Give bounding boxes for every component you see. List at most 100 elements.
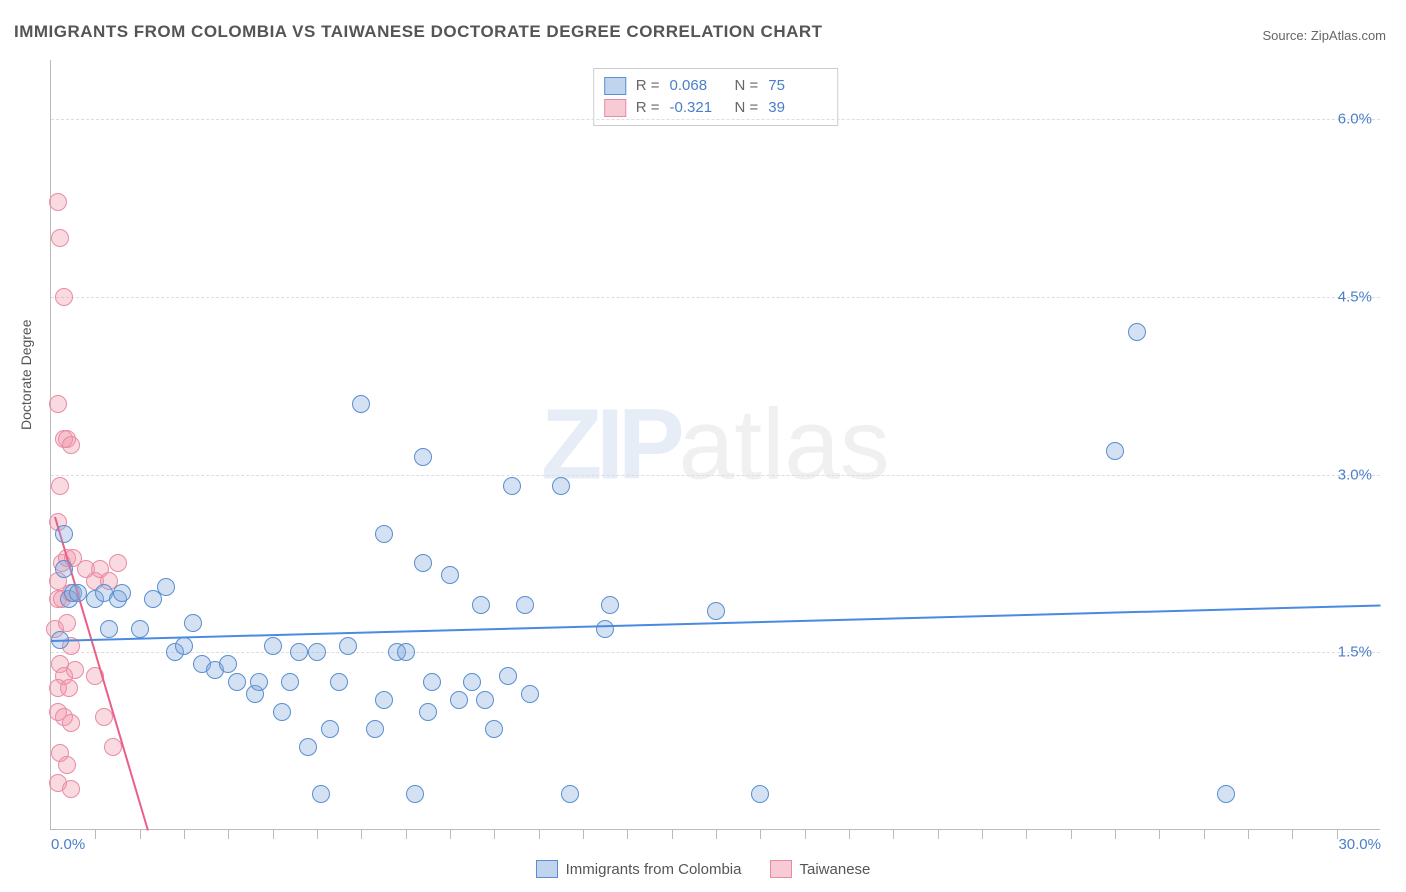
- xtick: [539, 829, 540, 839]
- data-point: [516, 596, 534, 614]
- xtick: [1204, 829, 1205, 839]
- legend-item: Taiwanese: [770, 860, 871, 878]
- xtick: [805, 829, 806, 839]
- data-point: [51, 229, 69, 247]
- data-point: [62, 780, 80, 798]
- legend-swatch-icon: [604, 99, 626, 117]
- data-point: [58, 614, 76, 632]
- xtick: [406, 829, 407, 839]
- xtick-label: 0.0%: [51, 836, 85, 853]
- data-point: [601, 596, 619, 614]
- data-point: [406, 785, 424, 803]
- data-point: [51, 477, 69, 495]
- stat-r-label: R =: [636, 75, 660, 97]
- data-point: [463, 673, 481, 691]
- data-point: [339, 637, 357, 655]
- chart-title: IMMIGRANTS FROM COLOMBIA VS TAIWANESE DO…: [14, 22, 823, 42]
- data-point: [521, 685, 539, 703]
- stat-n-value: 75: [768, 75, 823, 97]
- watermark: ZIPatlas: [541, 387, 890, 502]
- y-axis-label: Doctorate Degree: [18, 319, 34, 430]
- xtick: [1115, 829, 1116, 839]
- stat-row: R =-0.321N =39: [604, 97, 824, 119]
- data-point: [499, 667, 517, 685]
- data-point: [219, 655, 237, 673]
- data-point: [414, 448, 432, 466]
- data-point: [60, 679, 78, 697]
- data-point: [1128, 323, 1146, 341]
- gridline-h: [51, 119, 1380, 120]
- xtick: [361, 829, 362, 839]
- data-point: [375, 525, 393, 543]
- gridline-h: [51, 297, 1380, 298]
- data-point: [100, 620, 118, 638]
- data-point: [552, 477, 570, 495]
- data-point: [175, 637, 193, 655]
- data-point: [1217, 785, 1235, 803]
- data-point: [312, 785, 330, 803]
- xtick: [982, 829, 983, 839]
- legend-label: Immigrants from Colombia: [566, 861, 742, 878]
- data-point: [352, 395, 370, 413]
- ytick-label: 1.5%: [1338, 644, 1372, 661]
- data-point: [419, 703, 437, 721]
- data-point: [55, 288, 73, 306]
- ytick-label: 3.0%: [1338, 466, 1372, 483]
- xtick: [938, 829, 939, 839]
- data-point: [264, 637, 282, 655]
- data-point: [450, 691, 468, 709]
- ytick-label: 6.0%: [1338, 111, 1372, 128]
- data-point: [441, 566, 459, 584]
- gridline-h: [51, 475, 1380, 476]
- plot-area: ZIPatlas R = 0.068 N = 75R =-0.321N =39 1.5…: [50, 60, 1380, 830]
- legend-swatch-icon: [604, 77, 626, 95]
- data-point: [321, 720, 339, 738]
- data-point: [290, 643, 308, 661]
- stat-n-label: N =: [735, 75, 759, 97]
- watermark-part2: atlas: [679, 388, 890, 500]
- xtick: [672, 829, 673, 839]
- data-point: [375, 691, 393, 709]
- xtick: [583, 829, 584, 839]
- data-point: [423, 673, 441, 691]
- stat-row: R = 0.068 N = 75: [604, 75, 824, 97]
- legend-label: Taiwanese: [800, 861, 871, 878]
- legend-swatch-icon: [536, 860, 558, 878]
- data-point: [131, 620, 149, 638]
- xtick-label: 30.0%: [1338, 836, 1381, 853]
- xtick: [893, 829, 894, 839]
- data-point: [66, 661, 84, 679]
- stat-box: R = 0.068 N = 75R =-0.321N =39: [593, 68, 839, 126]
- data-point: [561, 785, 579, 803]
- xtick: [849, 829, 850, 839]
- data-point: [109, 554, 127, 572]
- data-point: [281, 673, 299, 691]
- xtick: [1026, 829, 1027, 839]
- xtick: [1248, 829, 1249, 839]
- chart-container: IMMIGRANTS FROM COLOMBIA VS TAIWANESE DO…: [0, 0, 1406, 892]
- data-point: [707, 602, 725, 620]
- data-point: [69, 584, 87, 602]
- data-point: [62, 436, 80, 454]
- data-point: [55, 525, 73, 543]
- data-point: [55, 560, 73, 578]
- data-point: [95, 708, 113, 726]
- xtick: [760, 829, 761, 839]
- data-point: [58, 756, 76, 774]
- xtick: [317, 829, 318, 839]
- data-point: [397, 643, 415, 661]
- stat-n-value: 39: [768, 97, 823, 119]
- data-point: [228, 673, 246, 691]
- xtick: [228, 829, 229, 839]
- data-point: [485, 720, 503, 738]
- data-point: [414, 554, 432, 572]
- data-point: [596, 620, 614, 638]
- xtick: [1071, 829, 1072, 839]
- xtick: [450, 829, 451, 839]
- bottom-legend: Immigrants from Colombia Taiwanese: [0, 860, 1406, 882]
- data-point: [503, 477, 521, 495]
- xtick: [95, 829, 96, 839]
- stat-r-value: 0.068: [670, 75, 725, 97]
- xtick: [273, 829, 274, 839]
- xtick: [140, 829, 141, 839]
